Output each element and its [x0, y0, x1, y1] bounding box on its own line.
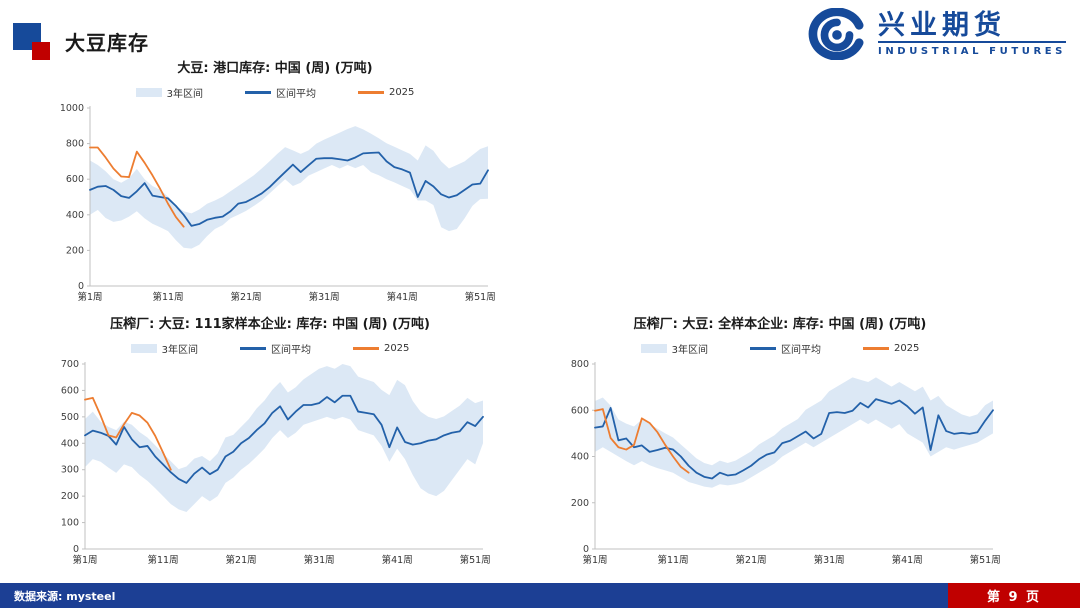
- legend-item: 3年区间: [135, 85, 203, 100]
- data-source-label: 数据来源: mysteel: [14, 589, 116, 603]
- brand-swirl-icon: [808, 8, 864, 60]
- x-tick-label: 第51周: [460, 554, 491, 566]
- y-tick-label: 600: [66, 174, 84, 185]
- legend-item: 区间平均: [239, 341, 311, 356]
- brand-logo: 兴业期货 INDUSTRIAL FUTURES: [806, 8, 1066, 60]
- x-tick-label: 第1周: [77, 291, 102, 303]
- y-tick-label: 200: [61, 491, 79, 502]
- legend-swatch: [244, 90, 271, 94]
- chart-title: 大豆: 港口库存: 中国 (周) (万吨): [177, 61, 373, 76]
- range-average-line: [84, 394, 484, 484]
- x-tick-label: 第41周: [382, 554, 413, 566]
- legend-label: 区间平均: [270, 344, 311, 356]
- chart-panel-crusher-111-sample: 压榨厂: 大豆: 111家样本企业: 库存: 中国 (周) (万吨) 3年区间 区…: [45, 316, 495, 571]
- chart-panel-crusher-full-sample: 压榨厂: 大豆: 全样本企业: 库存: 中国 (周) (万吨) 3年区间 区间平均…: [555, 316, 1005, 571]
- legend-swatch: [862, 346, 889, 350]
- y-tick-label: 700: [61, 359, 79, 370]
- range-band-area: [85, 364, 483, 512]
- x-tick-label: 第31周: [304, 554, 335, 566]
- chart-canvas: 0 100 200 300 400 500 600 700 第1周 第11周 第21周 第31周 第41…: [61, 359, 491, 566]
- y-tick-label: 100: [61, 518, 79, 529]
- chart-legend: 3年区间 区间平均 2025: [555, 339, 1005, 357]
- y-tick-label: 200: [571, 498, 589, 509]
- current-year-line: [84, 396, 172, 471]
- page-title: 大豆库存: [65, 31, 149, 55]
- y-tick-label: 600: [571, 405, 589, 416]
- legend-label: 3年区间: [161, 344, 198, 356]
- x-tick-label: 第41周: [892, 554, 923, 566]
- chart-canvas: 0 200 400 600 800 1000 第1周 第11周 第21周 第31周 第41周 第51周: [60, 103, 496, 303]
- legend-item: 2025: [352, 342, 410, 354]
- legend-label: 2025: [383, 342, 410, 354]
- y-tick-label: 0: [73, 544, 79, 555]
- brand-name-en: INDUSTRIAL FUTURES: [878, 46, 1066, 58]
- y-tick-label: 400: [66, 210, 84, 221]
- red-square-icon: [32, 42, 50, 60]
- legend-label: 3年区间: [671, 344, 708, 356]
- range-average-line: [594, 398, 994, 480]
- range-average-line: [89, 151, 489, 227]
- x-tick-label: 第11周: [147, 554, 178, 566]
- chart-legend: 3年区间 区间平均 2025: [45, 339, 495, 357]
- legend-item: 区间平均: [749, 341, 821, 356]
- legend-swatch: [352, 346, 379, 350]
- chart-canvas: 0 200 400 600 800 第1周 第11周 第21周 第31周 第41周 第51周: [571, 359, 1001, 566]
- legend-label: 2025: [388, 86, 415, 98]
- x-tick-label: 第21周: [226, 554, 257, 566]
- page-number-badge: 第 9 页: [948, 583, 1080, 608]
- legend-item: 2025: [357, 86, 415, 98]
- legend-item: 3年区间: [130, 341, 198, 356]
- y-tick-label: 400: [571, 452, 589, 463]
- range-band-area: [90, 126, 488, 249]
- range-band-area: [595, 377, 993, 488]
- current-year-line: [594, 408, 690, 474]
- y-tick-label: 1000: [60, 103, 84, 114]
- y-tick-label: 800: [571, 359, 589, 370]
- legend-label: 2025: [893, 342, 920, 354]
- x-tick-label: 第41周: [387, 291, 418, 303]
- x-tick-label: 第1周: [582, 554, 607, 566]
- legend-swatch: [239, 346, 266, 350]
- chart-panel-port-inventory: 大豆: 港口库存: 中国 (周) (万吨) 3年区间 区间平均 2025 0 200 4…: [50, 60, 500, 308]
- legend-swatch: [749, 346, 776, 350]
- brand-name-cn: 兴业期货: [878, 10, 1066, 44]
- x-tick-label: 第1周: [72, 554, 97, 566]
- chart-title: 压榨厂: 大豆: 全样本企业: 库存: 中国 (周) (万吨): [633, 317, 927, 332]
- legend-swatch: [135, 87, 162, 97]
- legend-label: 区间平均: [780, 344, 821, 356]
- footer-bar: 数据来源: mysteel 第 9 页: [0, 583, 1080, 608]
- legend-item: 3年区间: [640, 341, 708, 356]
- brand-text: 兴业期货 INDUSTRIAL FUTURES: [878, 10, 1066, 58]
- chart-title: 压榨厂: 大豆: 111家样本企业: 库存: 中国 (周) (万吨): [110, 317, 430, 332]
- x-tick-label: 第51周: [970, 554, 1001, 566]
- legend-label: 3年区间: [166, 88, 203, 100]
- x-tick-label: 第51周: [465, 291, 496, 303]
- legend-item: 区间平均: [244, 85, 316, 100]
- y-tick-label: 800: [66, 139, 84, 150]
- x-tick-label: 第11周: [657, 554, 688, 566]
- current-year-line: [89, 146, 185, 228]
- legend-swatch: [640, 343, 667, 353]
- y-tick-label: 0: [78, 281, 84, 292]
- x-tick-label: 第31周: [814, 554, 845, 566]
- legend-swatch: [130, 343, 157, 353]
- y-tick-label: 200: [66, 245, 84, 256]
- legend-item: 2025: [862, 342, 920, 354]
- y-tick-label: 400: [61, 438, 79, 449]
- slide-corner-logo: [13, 23, 53, 61]
- x-tick-label: 第21周: [231, 291, 262, 303]
- legend-label: 区间平均: [275, 88, 316, 100]
- x-tick-label: 第31周: [309, 291, 340, 303]
- y-tick-label: 500: [61, 412, 79, 423]
- y-tick-label: 0: [583, 544, 589, 555]
- x-tick-label: 第21周: [736, 554, 767, 566]
- chart-legend: 3年区间 区间平均 2025: [50, 83, 500, 101]
- x-tick-label: 第11周: [152, 291, 183, 303]
- y-tick-label: 600: [61, 385, 79, 396]
- legend-swatch: [357, 90, 384, 94]
- y-tick-label: 300: [61, 465, 79, 476]
